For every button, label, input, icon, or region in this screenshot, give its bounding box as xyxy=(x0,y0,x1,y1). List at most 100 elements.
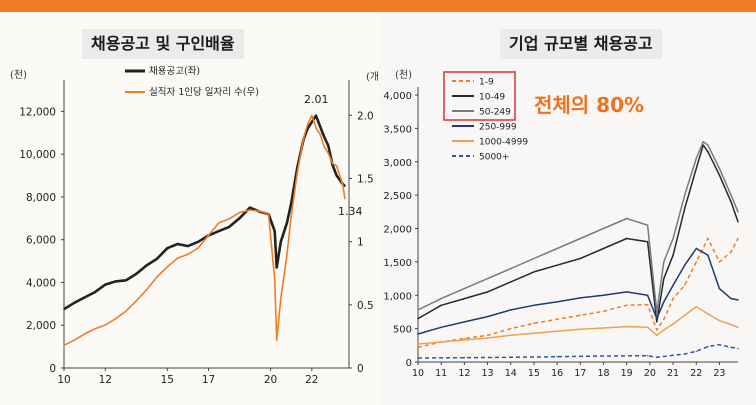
x-tick-label: 22 xyxy=(305,374,318,386)
data-point-jobs-per-unemployed xyxy=(290,215,292,218)
data-point-job-postings xyxy=(176,243,179,245)
data-point-jobs-per-unemployed xyxy=(249,209,251,211)
data-point-job-postings xyxy=(290,202,292,204)
data-point-jobs-per-unemployed xyxy=(94,328,96,330)
data-point-job-postings xyxy=(274,230,276,232)
data-point-jobs-per-unemployed xyxy=(135,300,137,302)
data-point-jobs-per-unemployed xyxy=(296,171,299,173)
x-tick-label: 10 xyxy=(57,374,70,386)
data-point-job-postings xyxy=(238,217,241,219)
data-point-jobs-per-unemployed xyxy=(166,266,168,268)
series-line-jobs-per-unemployed xyxy=(63,114,346,347)
data-point-job-postings xyxy=(63,308,65,310)
data-point-job-postings xyxy=(286,221,288,224)
data-point-job-postings xyxy=(135,273,137,275)
data-point-jobs-per-unemployed xyxy=(335,165,338,167)
data-point-jobs-per-unemployed xyxy=(218,222,220,224)
data-point-jobs-per-unemployed xyxy=(331,162,334,164)
right-y-unit: (개) xyxy=(366,71,378,83)
x-tick-label: 20 xyxy=(264,374,277,386)
data-point-jobs-per-unemployed xyxy=(274,278,276,281)
data-point-jobs-per-unemployed xyxy=(156,276,158,278)
data-point-jobs-per-unemployed xyxy=(104,324,107,326)
data-point-jobs-per-unemployed xyxy=(228,218,230,220)
data-point-job-postings xyxy=(311,121,313,123)
data-point-job-postings xyxy=(94,291,96,293)
left-chart-axes: 10 12 15 17 20 2202,0004,0006,0008,00010,0001… xyxy=(19,80,374,386)
data-point-job-postings xyxy=(307,127,309,130)
legend-label-jobs-per-unemployed: 실직자 1인당 일자리 수(우) xyxy=(149,87,259,98)
data-point-job-postings xyxy=(280,241,282,243)
data-point-job-postings xyxy=(327,144,329,147)
data-point-jobs-per-unemployed xyxy=(176,257,179,259)
left-y-tick-label: 6,000 xyxy=(26,235,56,247)
data-point-jobs-per-unemployed xyxy=(327,152,329,154)
data-point-jobs-per-unemployed xyxy=(280,297,282,300)
data-point-job-postings xyxy=(276,266,278,269)
data-point-job-postings xyxy=(249,206,251,209)
data-point-job-postings xyxy=(156,258,158,260)
left-y-tick-label: 2,000 xyxy=(26,320,56,332)
right-chart-panel xyxy=(378,12,756,405)
data-point-jobs-per-unemployed xyxy=(267,213,270,215)
left-legend: 채용공고(좌) 실직자 1인당 일자리 수(우) xyxy=(125,66,259,98)
annotation-peak-value: 2.01 xyxy=(304,93,329,106)
data-point-jobs-per-unemployed xyxy=(73,339,76,341)
data-point-jobs-per-unemployed xyxy=(145,289,148,291)
data-point-jobs-per-unemployed xyxy=(114,318,117,320)
data-point-jobs-per-unemployed xyxy=(286,253,288,255)
data-point-job-postings xyxy=(323,136,325,138)
x-tick-label: 15 xyxy=(161,374,174,386)
data-point-jobs-per-unemployed xyxy=(63,344,65,346)
annotation-last-value: 1.34 xyxy=(338,205,363,218)
data-point-job-postings xyxy=(218,230,220,232)
data-point-job-postings xyxy=(114,280,117,283)
left-y-tick-label: 10,000 xyxy=(19,149,56,161)
data-point-job-postings xyxy=(145,264,148,267)
data-point-job-postings xyxy=(315,115,317,117)
left-y-tick-label: 8,000 xyxy=(26,192,56,204)
data-point-job-postings xyxy=(125,279,127,281)
data-point-jobs-per-unemployed xyxy=(259,210,261,212)
data-point-job-postings xyxy=(335,174,338,177)
data-point-jobs-per-unemployed xyxy=(315,127,317,129)
data-point-jobs-per-unemployed xyxy=(323,146,325,148)
data-point-job-postings xyxy=(228,226,230,228)
x-tick-label: 12 xyxy=(99,374,112,386)
data-point-job-postings xyxy=(344,185,346,187)
data-point-job-postings xyxy=(166,247,168,249)
left-y-tick-label: 4,000 xyxy=(26,277,56,289)
data-point-job-postings xyxy=(187,245,189,247)
callout-share-text: 전체의 80% xyxy=(534,93,645,117)
data-point-jobs-per-unemployed xyxy=(187,253,189,255)
data-point-job-postings xyxy=(104,283,107,286)
data-point-jobs-per-unemployed xyxy=(84,333,86,335)
data-point-jobs-per-unemployed xyxy=(311,114,313,117)
data-point-job-postings xyxy=(197,241,199,243)
right-y-tick-label: 2.0 xyxy=(357,110,374,122)
data-point-job-postings xyxy=(73,302,76,304)
right-y-tick-label: 0 xyxy=(357,363,364,375)
data-point-jobs-per-unemployed xyxy=(197,247,199,249)
left-chart-series xyxy=(63,114,346,347)
data-point-jobs-per-unemployed xyxy=(302,137,305,139)
data-point-jobs-per-unemployed xyxy=(238,211,241,214)
right-y-tick-label: 1 xyxy=(357,237,364,249)
right-chart-title: 기업 규모별 채용공고 xyxy=(500,29,662,59)
right-y-tick-label: 1.5 xyxy=(357,173,374,185)
series-line-job-postings xyxy=(63,114,346,311)
data-point-jobs-per-unemployed xyxy=(342,184,344,186)
data-point-jobs-per-unemployed xyxy=(307,123,309,125)
left-y-tick-label: 0 xyxy=(49,363,56,375)
data-point-jobs-per-unemployed xyxy=(207,234,210,236)
data-point-jobs-per-unemployed xyxy=(344,198,346,200)
left-y-tick-label: 12,000 xyxy=(19,106,56,118)
left-chart-title: 채용공고 및 구인배율 xyxy=(82,29,244,59)
left-chart: (천) (개) 채용공고(좌) 실직자 1인당 일자리 수(우) 1012151… xyxy=(10,66,378,386)
left-y-unit: (천) xyxy=(10,69,27,81)
data-point-job-postings xyxy=(319,125,321,128)
data-point-job-postings xyxy=(84,296,86,299)
left-chart-panel xyxy=(0,12,378,405)
data-point-jobs-per-unemployed xyxy=(276,339,278,341)
right-y-tick-label: 0.5 xyxy=(357,300,374,312)
